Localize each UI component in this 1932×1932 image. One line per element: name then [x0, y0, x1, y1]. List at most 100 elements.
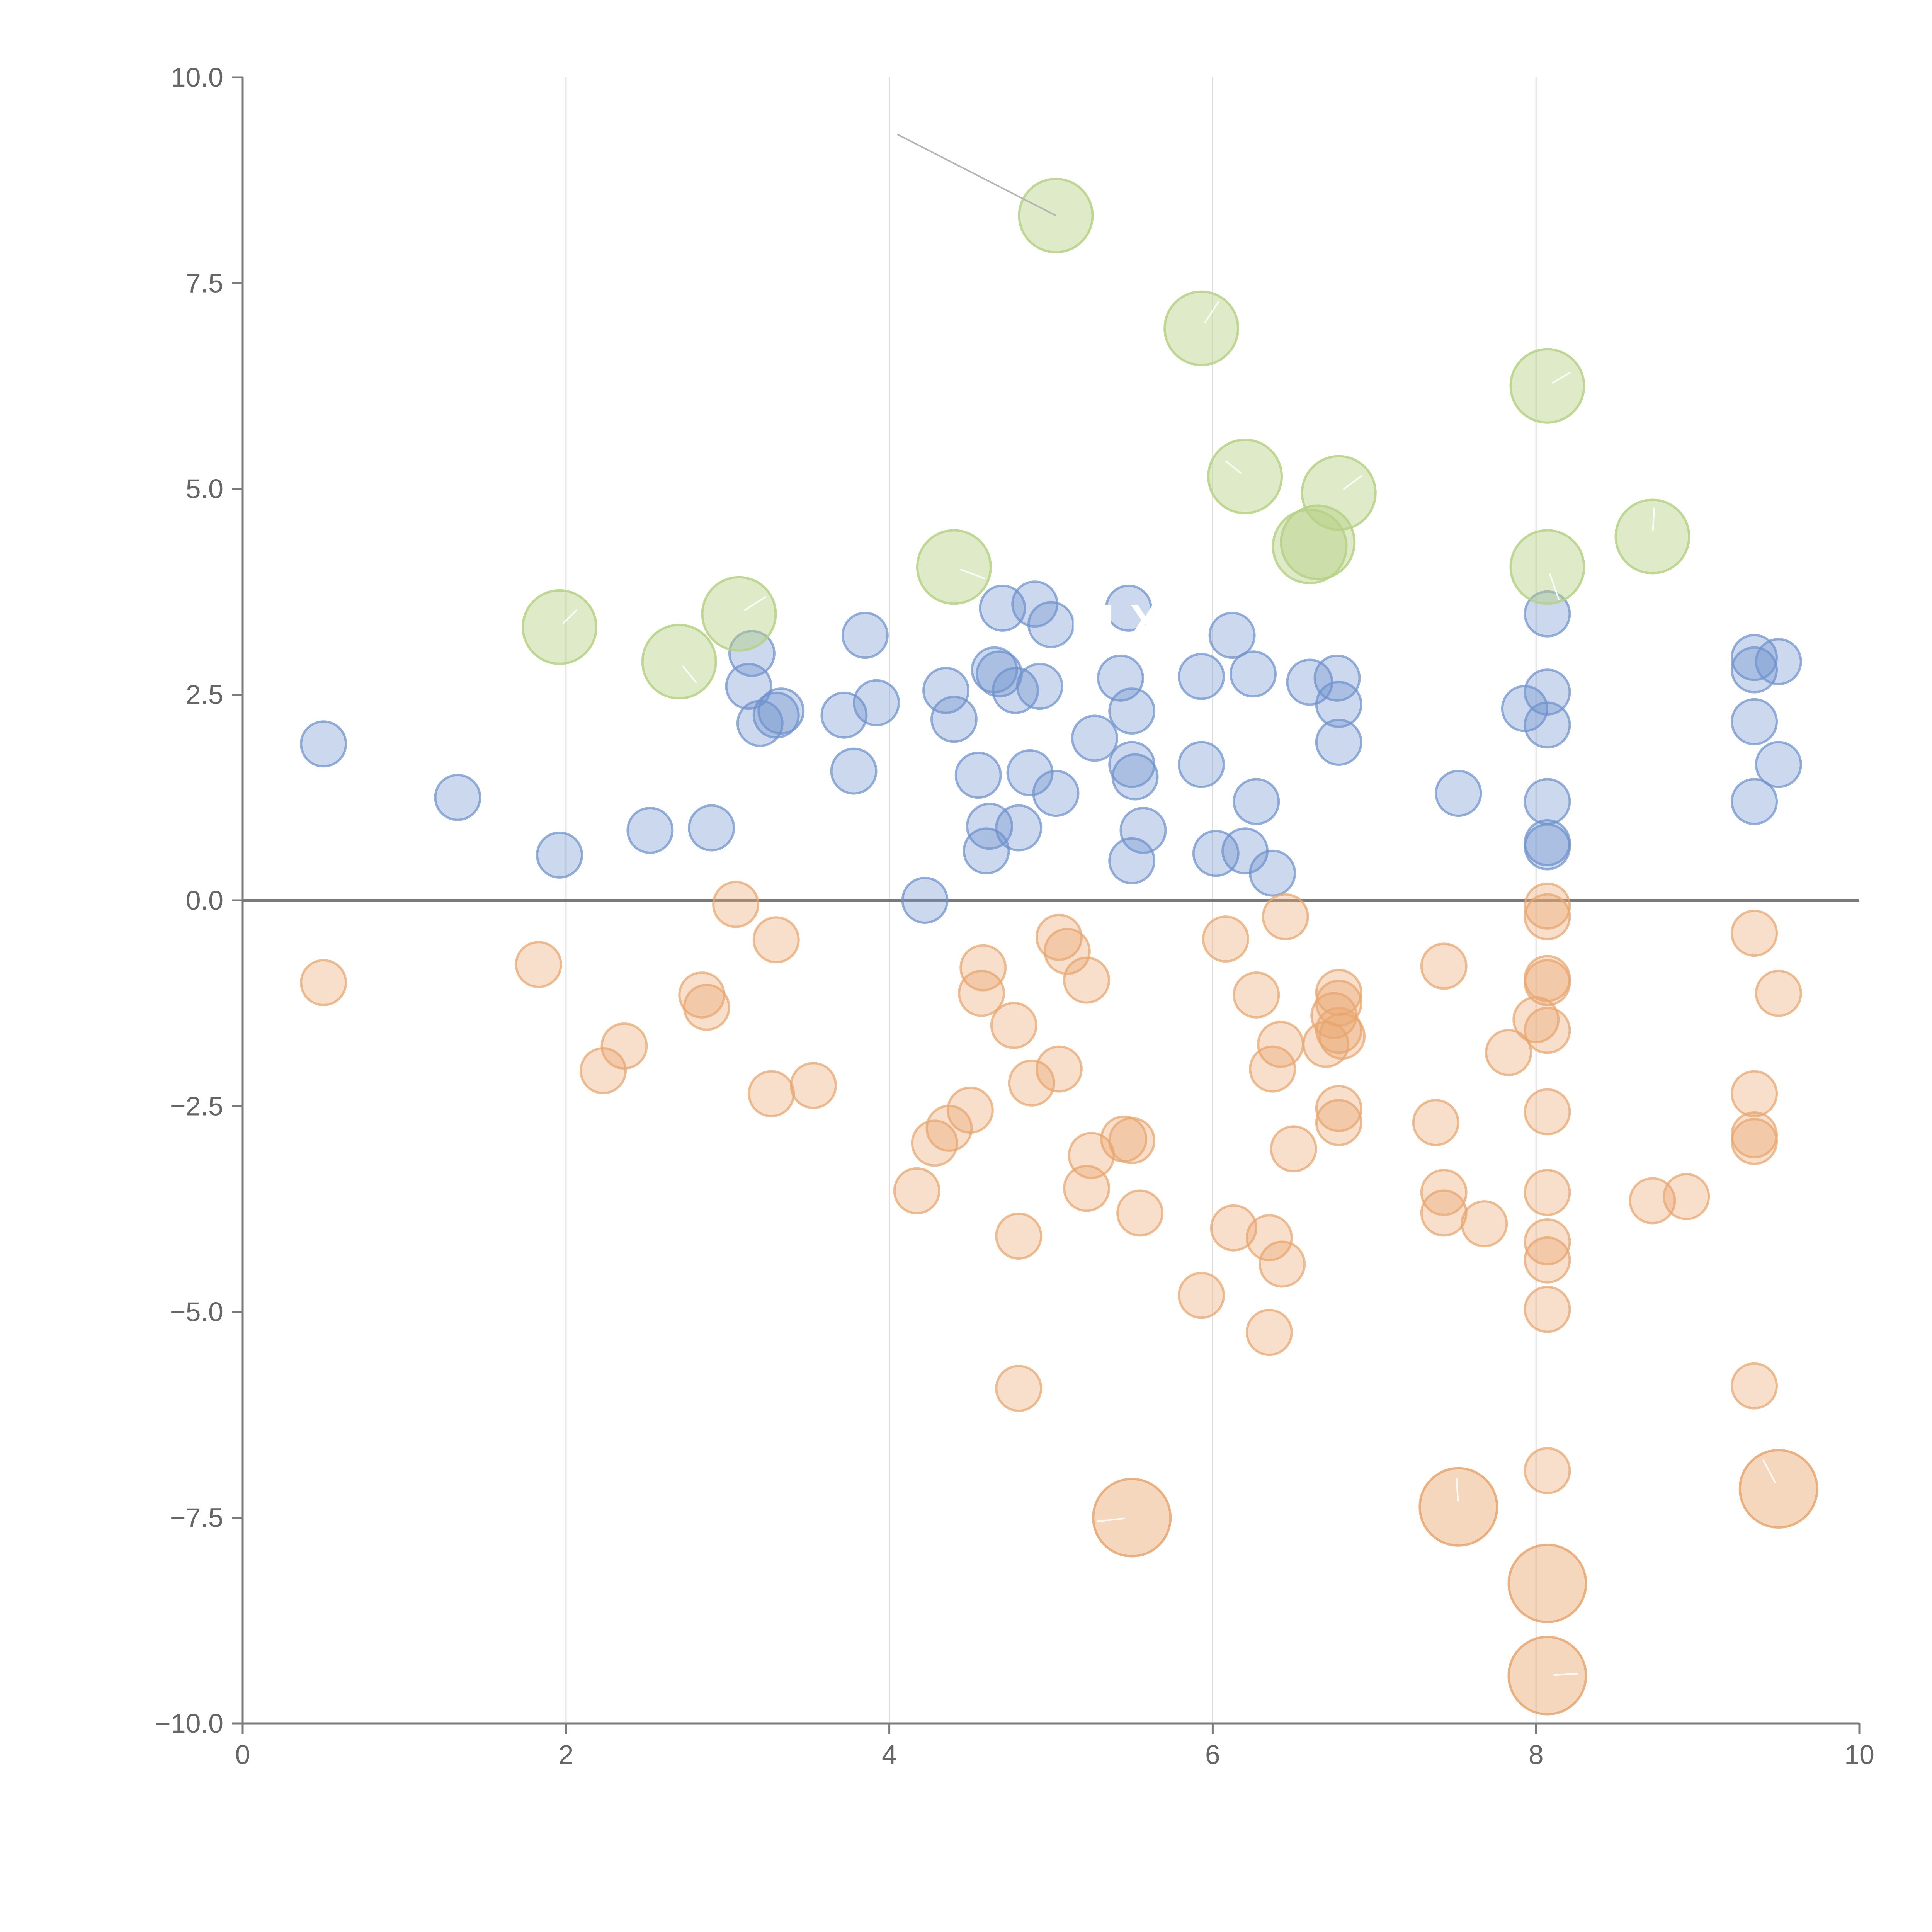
point-negative — [1524, 1236, 1571, 1284]
y-tick-label: 2.5 — [186, 680, 223, 710]
point-negative — [1524, 1218, 1571, 1265]
point-negative — [1524, 882, 1571, 930]
point-negative — [1485, 1029, 1532, 1077]
annotation-leader-line — [1762, 1459, 1776, 1483]
point-negative — [1663, 1173, 1710, 1220]
point-positive — [1524, 823, 1571, 871]
point-positive — [1119, 806, 1167, 854]
point-positive — [1315, 719, 1362, 766]
point-labeled-positive — [1509, 348, 1585, 424]
point-negative — [1108, 1117, 1156, 1164]
point-positive — [1755, 638, 1802, 685]
x-tick-label: 4 — [882, 1740, 897, 1770]
series-positive — [300, 580, 1802, 924]
point-negative — [1731, 1362, 1778, 1410]
annotation-leader-line — [744, 596, 767, 611]
point-positive — [1016, 663, 1063, 710]
point-positive — [1027, 601, 1075, 648]
point-labeled-positive — [1163, 290, 1240, 366]
point-positive — [1178, 653, 1225, 700]
point-negative — [911, 1119, 958, 1167]
point-positive — [1435, 770, 1482, 817]
annotation-leader-line — [1551, 372, 1571, 384]
point-negative — [1461, 1200, 1508, 1248]
point-positive — [901, 877, 949, 924]
annotation-leader-line — [1456, 1478, 1459, 1501]
point-negative — [515, 941, 562, 988]
point-negative — [946, 1087, 994, 1134]
point-positive — [1233, 778, 1280, 825]
annotation-leader-line — [1652, 507, 1655, 531]
annotation-leader-line — [1553, 1673, 1578, 1676]
point-labeled-negative — [1507, 1636, 1587, 1716]
point-positive — [1524, 778, 1571, 825]
point-positive — [1230, 650, 1277, 698]
point-positive — [300, 720, 347, 768]
annotation-leader-line — [1225, 460, 1242, 474]
point-positive — [536, 831, 583, 879]
point-positive — [1731, 698, 1778, 745]
annotation-text: PLX — [1071, 595, 1161, 647]
y-tick-label: −7.5 — [170, 1503, 223, 1533]
point-positive — [1105, 584, 1152, 632]
point-labeled-negative — [1092, 1478, 1172, 1558]
point-negative — [712, 881, 760, 928]
data-points — [300, 134, 1818, 1716]
point-positive — [1313, 654, 1361, 702]
point-positive — [830, 747, 878, 795]
series-labeled-positive — [522, 134, 1690, 700]
point-negative — [1245, 1309, 1293, 1356]
annotation-leader-line — [562, 609, 578, 624]
point-positive — [853, 679, 900, 726]
x-tick-label: 8 — [1529, 1740, 1544, 1770]
point-negative — [1270, 1125, 1317, 1173]
y-tick-label: −2.5 — [170, 1091, 223, 1121]
x-tick-label: 6 — [1205, 1740, 1220, 1770]
y-tick-label: 0.0 — [186, 885, 223, 915]
point-negative — [990, 1002, 1037, 1049]
point-negative — [1035, 913, 1083, 961]
point-negative — [1524, 959, 1571, 1006]
point-negative — [1233, 971, 1280, 1019]
point-negative — [1257, 1020, 1304, 1068]
series-labeled-negative — [1092, 1449, 1818, 1716]
point-labeled-positive — [1280, 504, 1356, 580]
point-negative — [1202, 915, 1249, 963]
x-tick-label: 0 — [235, 1740, 250, 1770]
point-negative — [1245, 1214, 1293, 1262]
y-tick-label: 10.0 — [171, 62, 223, 92]
point-negative — [300, 959, 347, 1006]
point-negative — [1259, 1240, 1306, 1288]
point-negative — [995, 1213, 1043, 1260]
point-negative — [1420, 1189, 1468, 1237]
point-positive — [1006, 749, 1054, 796]
series-negative — [300, 881, 1802, 1495]
point-negative — [748, 1070, 795, 1117]
point-negative — [1063, 956, 1111, 1004]
point-negative — [1524, 1447, 1571, 1495]
point-negative — [1524, 1286, 1571, 1333]
point-labeled-positive — [701, 576, 777, 652]
point-negative — [1524, 1169, 1571, 1216]
point-positive — [820, 691, 868, 739]
point-negative — [1008, 1059, 1055, 1107]
point-positive — [1032, 770, 1080, 817]
point-negative — [1731, 910, 1778, 957]
point-negative — [1116, 1189, 1164, 1237]
point-positive — [954, 752, 1002, 799]
annotation-leader-line — [682, 665, 697, 684]
point-negative — [893, 1167, 940, 1214]
point-negative — [683, 983, 730, 1031]
point-negative — [1629, 1177, 1676, 1225]
point-positive — [930, 696, 978, 743]
point-positive — [1108, 837, 1156, 884]
point-negative — [1731, 1118, 1778, 1165]
y-tick-label: −10.0 — [155, 1708, 223, 1738]
x-tick-label: 10 — [1844, 1740, 1874, 1770]
point-negative — [1315, 1099, 1362, 1146]
point-labeled-negative — [1507, 1543, 1587, 1623]
point-labeled-positive — [641, 624, 717, 700]
point-positive — [1731, 778, 1778, 825]
point-negative — [752, 916, 800, 964]
point-positive — [1315, 681, 1362, 728]
